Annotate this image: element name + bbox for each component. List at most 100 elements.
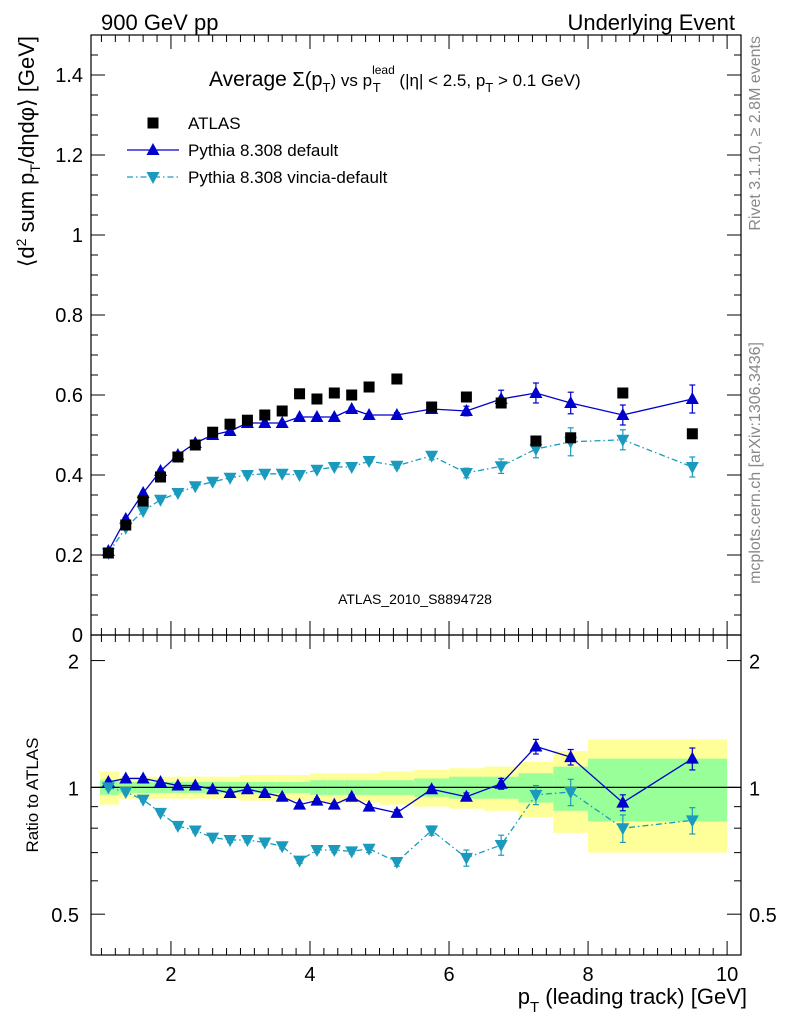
data-point bbox=[363, 381, 375, 393]
y-tick-label: 1 bbox=[68, 778, 79, 800]
data-point bbox=[155, 471, 167, 483]
bottom-panel-frame bbox=[90, 634, 742, 956]
data-point bbox=[223, 472, 237, 485]
data-point bbox=[425, 782, 439, 795]
data-point bbox=[460, 391, 472, 403]
legend-marker-default bbox=[146, 143, 160, 155]
series-top-2 bbox=[101, 427, 699, 560]
data-point bbox=[362, 456, 376, 468]
data-point bbox=[136, 506, 150, 518]
data-point bbox=[686, 428, 698, 440]
data-point bbox=[310, 464, 324, 477]
data-point bbox=[494, 839, 508, 852]
data-point bbox=[564, 396, 578, 408]
data-point bbox=[206, 832, 220, 845]
data-point bbox=[390, 805, 404, 818]
data-point bbox=[426, 401, 438, 413]
data-point bbox=[459, 789, 473, 802]
data-point bbox=[529, 386, 543, 398]
data-point bbox=[362, 799, 376, 812]
data-point bbox=[530, 435, 542, 447]
x-axis-label: pT (leading track) [GeV] bbox=[518, 984, 747, 1016]
data-point bbox=[189, 439, 201, 451]
y-tick-label-right: 2 bbox=[749, 652, 760, 674]
data-point bbox=[136, 771, 150, 784]
data-point bbox=[328, 387, 340, 399]
series-top-1 bbox=[101, 382, 699, 556]
data-point bbox=[529, 444, 543, 456]
data-point bbox=[136, 486, 150, 498]
data-point bbox=[459, 404, 473, 416]
data-point bbox=[327, 845, 341, 858]
legend-marker-vincia bbox=[146, 172, 160, 184]
y-tick-label: 0 bbox=[72, 625, 83, 647]
series-bottom-1 bbox=[101, 778, 699, 870]
data-point bbox=[188, 481, 202, 494]
data-point bbox=[171, 488, 185, 500]
data-point bbox=[223, 785, 237, 798]
legend-label: Pythia 8.308 vincia-default bbox=[188, 168, 388, 187]
data-point bbox=[564, 787, 578, 800]
data-point bbox=[102, 547, 114, 559]
data-point bbox=[459, 468, 473, 480]
data-point bbox=[495, 397, 507, 409]
series-line bbox=[107, 439, 693, 554]
data-point bbox=[154, 494, 168, 507]
data-point bbox=[685, 392, 699, 404]
data-point bbox=[172, 451, 184, 463]
data-point bbox=[310, 845, 324, 858]
data-point bbox=[345, 789, 359, 802]
header-right: Underlying Event bbox=[567, 10, 735, 35]
data-point bbox=[459, 852, 473, 865]
data-point bbox=[120, 519, 132, 531]
series-top-0 bbox=[102, 373, 698, 559]
y-axis-label-top: ⟨d2 sum pT/dηdφ⟩ [GeV] bbox=[13, 36, 43, 267]
chart-title: Average Σ(pT) vs plead T (|η| < 2.5, pT >… bbox=[209, 63, 581, 95]
data-point bbox=[565, 432, 577, 444]
data-point bbox=[101, 782, 115, 795]
rivet-label: Rivet 3.1.10, ≥ 2.8M events bbox=[747, 36, 764, 231]
analysis-watermark: ATLAS_2010_S8894728 bbox=[338, 591, 492, 607]
data-point bbox=[119, 787, 133, 800]
data-point bbox=[616, 795, 630, 808]
data-point bbox=[346, 389, 358, 401]
y-tick-label: 1.4 bbox=[55, 65, 83, 87]
data-point bbox=[275, 789, 289, 802]
series-bottom-0 bbox=[101, 738, 699, 818]
y-tick-label: 0.8 bbox=[55, 305, 83, 327]
data-point bbox=[617, 387, 629, 399]
data-point bbox=[616, 434, 630, 447]
data-point bbox=[685, 815, 699, 828]
data-point bbox=[154, 774, 168, 787]
data-point bbox=[345, 402, 359, 414]
data-point bbox=[327, 797, 341, 810]
data-point bbox=[685, 751, 699, 764]
data-point bbox=[564, 750, 578, 763]
data-point bbox=[529, 739, 543, 752]
y-tick-label-right: 0.5 bbox=[749, 905, 777, 927]
data-point bbox=[154, 807, 168, 820]
data-point bbox=[294, 388, 306, 400]
data-point bbox=[327, 410, 341, 422]
data-point bbox=[391, 373, 403, 385]
data-point bbox=[345, 846, 359, 859]
legend-label: ATLAS bbox=[188, 114, 241, 133]
x-tick-label: 2 bbox=[165, 964, 176, 986]
legend-marker-atlas bbox=[147, 117, 159, 129]
x-tick-label: 8 bbox=[582, 964, 593, 986]
data-point bbox=[390, 460, 404, 473]
data-point bbox=[119, 771, 133, 784]
data-point bbox=[494, 461, 508, 474]
y-tick-label: 1 bbox=[72, 225, 83, 247]
data-point bbox=[362, 843, 376, 856]
data-point bbox=[311, 393, 323, 405]
data-point bbox=[327, 462, 341, 474]
data-point bbox=[224, 418, 236, 430]
data-point bbox=[171, 778, 185, 791]
data-point bbox=[223, 424, 237, 436]
data-point bbox=[293, 797, 307, 810]
data-point bbox=[425, 825, 439, 838]
mcplots-label: mcplots.cern.ch [arXiv:1306.3436] bbox=[747, 342, 764, 584]
x-tick-label: 10 bbox=[716, 964, 738, 986]
x-tick-label: 6 bbox=[443, 964, 454, 986]
